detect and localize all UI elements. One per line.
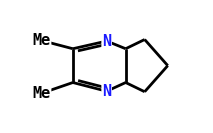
- Text: Me: Me: [32, 33, 51, 48]
- Text: N: N: [102, 34, 111, 49]
- Text: N: N: [102, 84, 111, 99]
- Text: Me: Me: [32, 86, 51, 101]
